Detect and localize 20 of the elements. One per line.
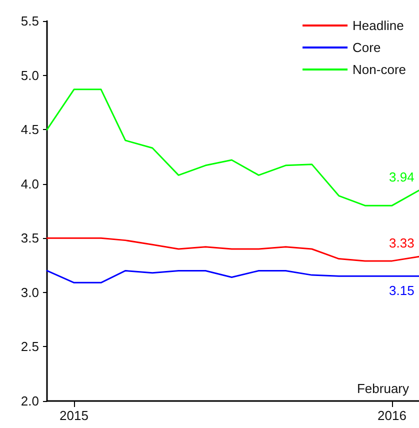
y-tick-label: 2.0: [20, 394, 39, 408]
data-label: 3.15: [389, 283, 414, 298]
legend-label: Non-core: [352, 62, 406, 77]
data-label: 3.94: [389, 169, 414, 184]
y-tick-label: 4.0: [20, 176, 39, 192]
y-tick-label: 3.0: [20, 284, 39, 300]
line-series: [46, 88, 419, 206]
x-tick-label: 2015: [60, 408, 88, 423]
y-tick-label: 4.5: [20, 122, 39, 138]
y-tick-label: 3.5: [20, 230, 39, 246]
annotation: February: [356, 381, 410, 396]
line-series: [46, 237, 419, 262]
y-tick-label: 5.5: [20, 14, 39, 28]
x-tick-label: 2016: [378, 408, 406, 423]
legend-label: Core: [352, 40, 381, 55]
y-tick-label: 2.5: [20, 339, 39, 354]
data-label: 3.33: [389, 236, 414, 251]
line-series: [46, 270, 419, 284]
legend-label: Headline: [352, 18, 404, 33]
y-tick-label: 5.0: [20, 68, 39, 83]
